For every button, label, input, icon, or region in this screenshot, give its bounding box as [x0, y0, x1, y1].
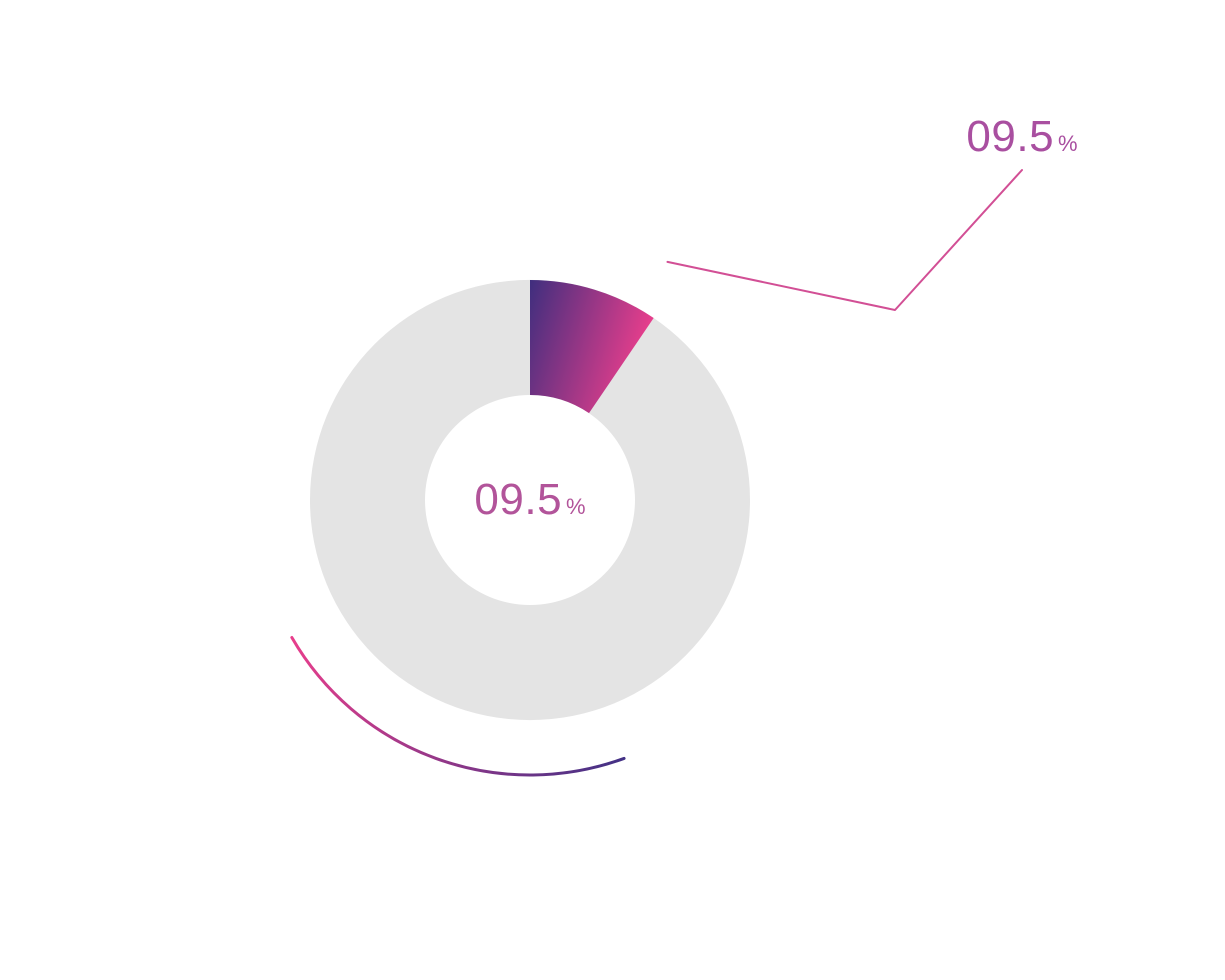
donut-percentage-infographic: 09.5% 09.5%: [0, 0, 1225, 980]
callout-percent-symbol: %: [1058, 131, 1078, 156]
center-percent-symbol: %: [566, 494, 586, 519]
callout-value: 09.5: [966, 112, 1054, 161]
center-percentage-label: 09.5%: [474, 475, 585, 525]
callout-leader-line: [668, 170, 1023, 310]
callout-line-group: [668, 170, 1023, 310]
callout-percentage-label: 09.5%: [966, 112, 1077, 162]
center-value: 09.5: [474, 475, 562, 524]
